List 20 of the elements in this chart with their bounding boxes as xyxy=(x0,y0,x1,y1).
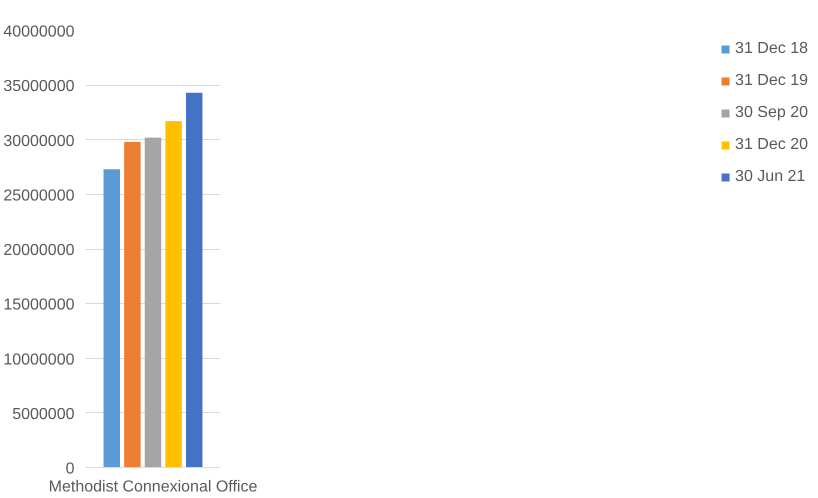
x-tick-label: Methodist Connexional Office xyxy=(48,478,258,496)
y-tick-label: 15000000 xyxy=(3,296,75,314)
y-tick-label: 35000000 xyxy=(3,78,75,96)
y-tick-label: 10000000 xyxy=(3,351,75,368)
bar xyxy=(124,142,141,468)
y-tick-label: 5000000 xyxy=(12,406,75,423)
bar xyxy=(104,169,120,468)
bar xyxy=(186,92,202,468)
legend-label: 30 Sep 20 xyxy=(735,104,808,122)
legend-label: 31 Dec 18 xyxy=(735,40,808,58)
legend-label: 30 Jun 21 xyxy=(735,168,806,186)
y-tick-label: 25000000 xyxy=(3,187,75,204)
legend-label: 31 Dec 20 xyxy=(735,136,808,154)
y-tick-label: 0 xyxy=(66,460,75,478)
y-tick-label: 40000000 xyxy=(3,24,75,40)
bar xyxy=(144,138,162,468)
bar xyxy=(165,121,182,468)
y-tick-label: 20000000 xyxy=(3,242,75,259)
y-tick-label: 30000000 xyxy=(3,132,75,150)
legend-label: 31 Dec 19 xyxy=(735,72,808,90)
